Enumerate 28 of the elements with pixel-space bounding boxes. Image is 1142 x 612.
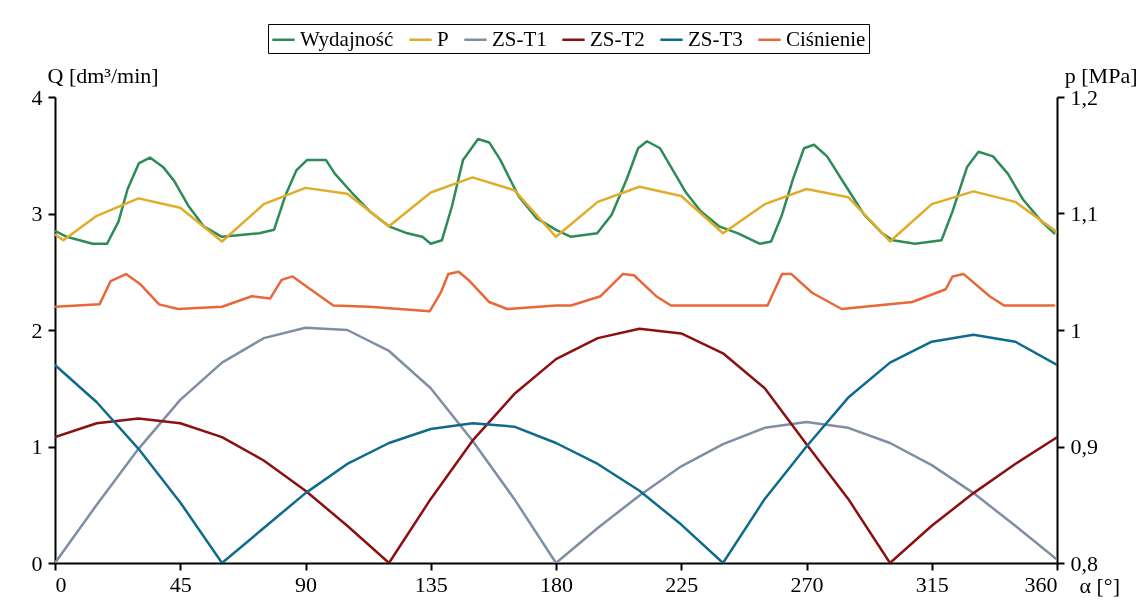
- line-series: [55, 176, 1057, 243]
- legend-label: ZS-T2: [590, 26, 645, 51]
- y-tick-label: 0: [31, 550, 43, 576]
- x-tick-label: 270: [790, 571, 824, 597]
- legend-label: Wydajność: [300, 26, 394, 51]
- x-tick-label: 360: [1024, 571, 1058, 597]
- legend-label: ZS-T1: [492, 26, 547, 51]
- legend-label: P: [437, 26, 449, 51]
- x-tick-label: 0: [55, 571, 67, 597]
- y2-tick-label: 0,8: [1070, 550, 1098, 576]
- y-tick-label: 1: [31, 434, 43, 459]
- x-tick-label: 135: [414, 571, 448, 597]
- y-axis-title: Q [dm³/min]: [47, 62, 159, 88]
- y2-tick-label: 1: [1070, 317, 1082, 343]
- legend-label: Ciśnienie: [786, 26, 866, 51]
- y2-tick-label: 1,1: [1070, 201, 1098, 226]
- x-tick-label: 45: [169, 571, 192, 597]
- y2-tick-label: 0,9: [1070, 434, 1098, 459]
- x-tick-label: 315: [915, 571, 949, 597]
- x-tick-label: 225: [665, 571, 699, 597]
- x-tick-label: 180: [540, 571, 573, 597]
- legend-label: ZS-T3: [688, 26, 743, 51]
- x-tick-label: 90: [295, 571, 317, 597]
- line-series: [55, 137, 1056, 246]
- y-tick-label: 2: [31, 317, 43, 343]
- y-tick-label: 3: [31, 201, 43, 226]
- y-tick-label: 4: [31, 84, 43, 110]
- line-series: [55, 270, 1056, 313]
